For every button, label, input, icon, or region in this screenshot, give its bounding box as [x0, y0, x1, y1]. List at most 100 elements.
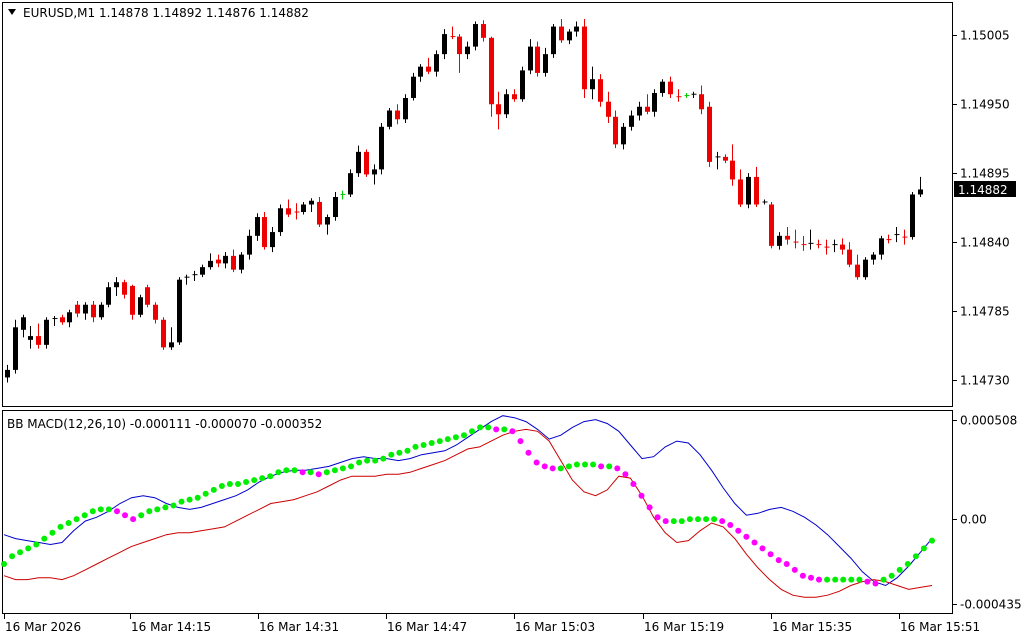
macd-dot	[549, 465, 556, 472]
candle	[99, 302, 104, 320]
candle	[208, 253, 213, 270]
macd-dot	[896, 566, 903, 573]
macd-dot	[929, 537, 935, 544]
price-tick-label: 1.14840	[960, 236, 1010, 250]
candle-body	[161, 319, 166, 348]
candle	[769, 201, 774, 249]
macd-dot	[331, 467, 338, 474]
macd-dot	[654, 514, 661, 521]
macd-dot	[501, 426, 508, 433]
macd-dot	[565, 463, 572, 470]
candle	[879, 235, 884, 260]
candle-body	[481, 24, 486, 38]
macd-dot	[840, 576, 847, 583]
candle	[691, 91, 697, 98]
price-tick-label: 1.14785	[960, 305, 1010, 319]
macd-dot	[283, 467, 290, 474]
candle-body	[645, 106, 650, 112]
candle-body	[660, 81, 665, 93]
macd-dot	[743, 533, 750, 540]
candle	[637, 101, 642, 121]
triangle-down-icon[interactable]	[8, 9, 16, 15]
macd-dot	[291, 467, 298, 474]
candle	[918, 176, 923, 197]
candle-body	[863, 259, 868, 278]
candle-body	[333, 196, 338, 218]
candle	[910, 191, 915, 240]
candle-body	[301, 204, 306, 213]
price-panel-frame	[2, 2, 953, 407]
candle-body	[559, 26, 564, 41]
macd-dot	[864, 578, 871, 585]
candle	[715, 151, 721, 170]
candle	[746, 173, 751, 209]
candle-body	[418, 66, 423, 77]
candle	[699, 85, 704, 115]
candle	[754, 166, 759, 208]
candle	[67, 309, 72, 328]
time-tick-label: 16 Mar 14:31	[259, 620, 339, 634]
candle-body	[75, 304, 80, 314]
candle-body	[567, 31, 572, 41]
macd-dot	[598, 463, 605, 470]
candle-body	[847, 249, 852, 265]
candle-body	[582, 26, 587, 90]
candle-body	[239, 254, 244, 270]
candle	[114, 277, 119, 296]
candle-body	[317, 201, 322, 225]
indicator-tick-label: -0.000435	[960, 598, 1022, 612]
candle	[216, 254, 221, 268]
candle-body	[465, 46, 470, 55]
macd-dot	[436, 438, 443, 445]
candle	[489, 36, 494, 117]
time-tick-label: 16 Mar 15:03	[515, 620, 595, 634]
candle-body	[411, 76, 416, 98]
candle	[52, 316, 58, 327]
current-price-label: 1.14882	[958, 183, 1008, 197]
candle-body	[67, 312, 72, 323]
macd-dot	[380, 455, 387, 462]
macd-dot	[638, 492, 645, 499]
candle-body	[208, 260, 213, 268]
macd-dot	[727, 522, 734, 528]
macd-dot	[428, 440, 435, 446]
candle-body	[738, 179, 743, 205]
candle-body	[262, 217, 267, 248]
time-tick-label: 16 Mar 14:15	[131, 620, 211, 634]
candle	[153, 302, 158, 324]
candlestick-series	[5, 19, 923, 383]
macd-dot	[178, 498, 185, 505]
macd-dot	[404, 447, 411, 454]
macd-dot	[146, 508, 153, 515]
macd-dot	[719, 518, 726, 525]
candle	[348, 169, 353, 197]
macd-dot	[202, 490, 209, 497]
candle-body	[879, 238, 884, 255]
candle	[317, 196, 322, 228]
macd-dot	[557, 465, 564, 472]
candle	[138, 294, 143, 318]
candle	[450, 26, 456, 40]
candle	[75, 300, 80, 318]
macd-dot	[348, 463, 354, 470]
macd-dot	[541, 463, 548, 470]
candle	[434, 50, 439, 77]
candle-body	[504, 94, 509, 115]
candle	[301, 201, 306, 215]
candle	[184, 274, 190, 285]
macd-dot	[162, 504, 169, 511]
price-axis: 1.15005 1.14950 1.14895 1.14840 1.14785 1.147…	[953, 29, 1010, 388]
indicator-tick-label: 0.00	[960, 513, 987, 527]
candle	[21, 314, 26, 338]
macd-dot	[267, 473, 274, 480]
candle-body	[138, 297, 143, 315]
macd-dot	[105, 506, 112, 513]
candle-body	[177, 279, 182, 343]
macd-dot	[65, 520, 72, 526]
candle	[13, 319, 18, 374]
macd-dot	[808, 574, 814, 581]
macd-dot	[315, 471, 322, 478]
candle	[262, 212, 267, 250]
candle	[325, 214, 330, 235]
